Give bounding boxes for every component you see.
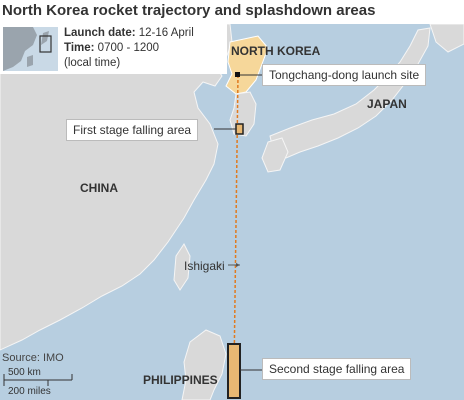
launch-date-label: Launch date: [64,27,136,39]
launch-time-line: Time: 0700 - 1200 [64,41,194,56]
japan-landmass [269,27,431,159]
callout-launch-site: Tongchang-dong launch site [262,64,427,86]
launch-time-label: Time: [64,42,95,54]
hokkaido [429,23,464,53]
trajectory-line [233,74,239,373]
launch-info: Launch date: 12-16 April Time: 0700 - 12… [64,26,194,71]
label-china: CHINA [80,181,118,195]
map-svg [0,23,464,400]
locator-inset [3,27,58,71]
label-north-korea: NORTH KOREA [231,44,321,58]
label-japan: JAPAN [367,97,407,111]
ishigaki-island [218,263,222,267]
label-philippines: PHILIPPINES [143,373,218,387]
label-ishigaki: Ishigaki [184,259,225,273]
launch-date-value: 12-16 April [138,27,194,39]
callout-first-stage: First stage falling area [66,119,199,141]
launch-time-note: (local time) [64,57,121,69]
first-stage-zone [235,123,244,135]
callout-second-stage: Second stage falling area [262,358,412,380]
map-area [0,23,464,400]
launch-site-marker [235,72,240,77]
north-korea [225,35,269,95]
taiwan [173,243,191,291]
philippines-landmass [181,329,227,400]
scale-km-label: 500 km [8,367,41,378]
second-stage-zone [227,343,241,399]
launch-time-value: 0700 - 1200 [97,42,160,54]
source-note: Source: IMO [2,352,64,364]
page-title: North Korea rocket trajectory and splash… [0,0,464,24]
launch-date-line: Launch date: 12-16 April [64,26,194,41]
info-box: Launch date: 12-16 April Time: 0700 - 12… [0,24,227,74]
kyushu [261,137,289,173]
scale-miles-label: 200 miles [8,386,51,397]
ishigaki-arrowhead [236,263,240,267]
locator-map-icon [3,27,58,71]
